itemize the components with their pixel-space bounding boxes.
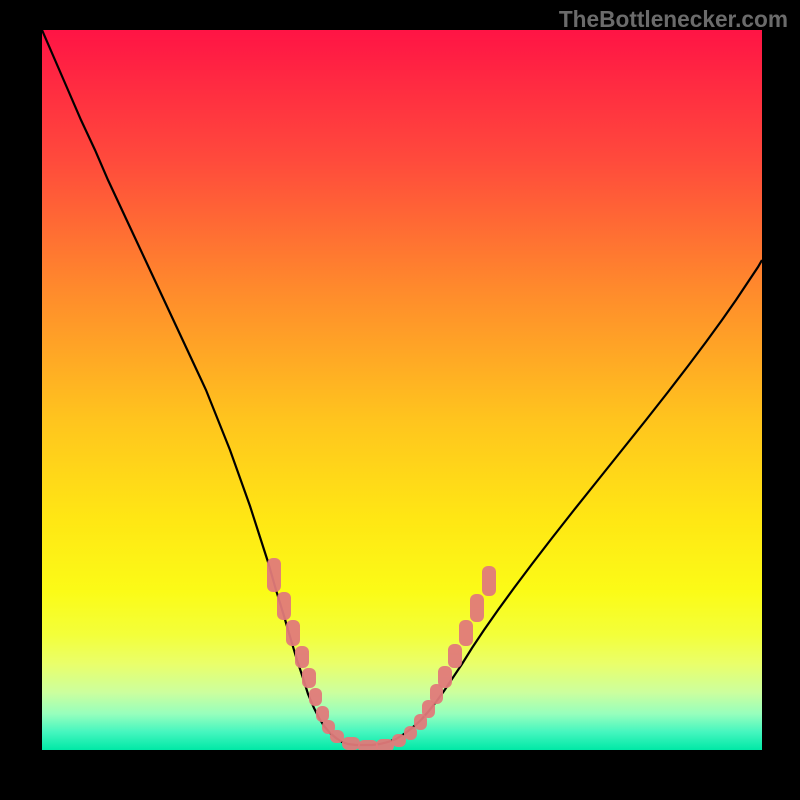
curve-marker bbox=[358, 740, 378, 753]
curve-marker bbox=[482, 566, 496, 596]
plot-background bbox=[42, 30, 762, 750]
curve-marker bbox=[376, 739, 394, 752]
curve-marker bbox=[316, 706, 329, 722]
curve-marker bbox=[448, 644, 462, 668]
curve-marker bbox=[404, 726, 417, 740]
curve-marker bbox=[459, 620, 473, 646]
curve-marker bbox=[309, 688, 322, 706]
curve-marker bbox=[267, 558, 281, 592]
curve-marker bbox=[286, 620, 300, 646]
curve-marker bbox=[438, 666, 452, 688]
curve-marker bbox=[470, 594, 484, 622]
curve-marker bbox=[295, 646, 309, 668]
chart-stage: TheBottlenecker.com bbox=[0, 0, 800, 800]
curve-marker bbox=[392, 734, 406, 747]
curve-marker bbox=[330, 730, 344, 743]
chart-svg bbox=[0, 0, 800, 800]
curve-marker bbox=[302, 668, 316, 688]
curve-marker bbox=[277, 592, 291, 620]
watermark-text: TheBottlenecker.com bbox=[559, 6, 788, 33]
curve-marker bbox=[342, 737, 360, 750]
